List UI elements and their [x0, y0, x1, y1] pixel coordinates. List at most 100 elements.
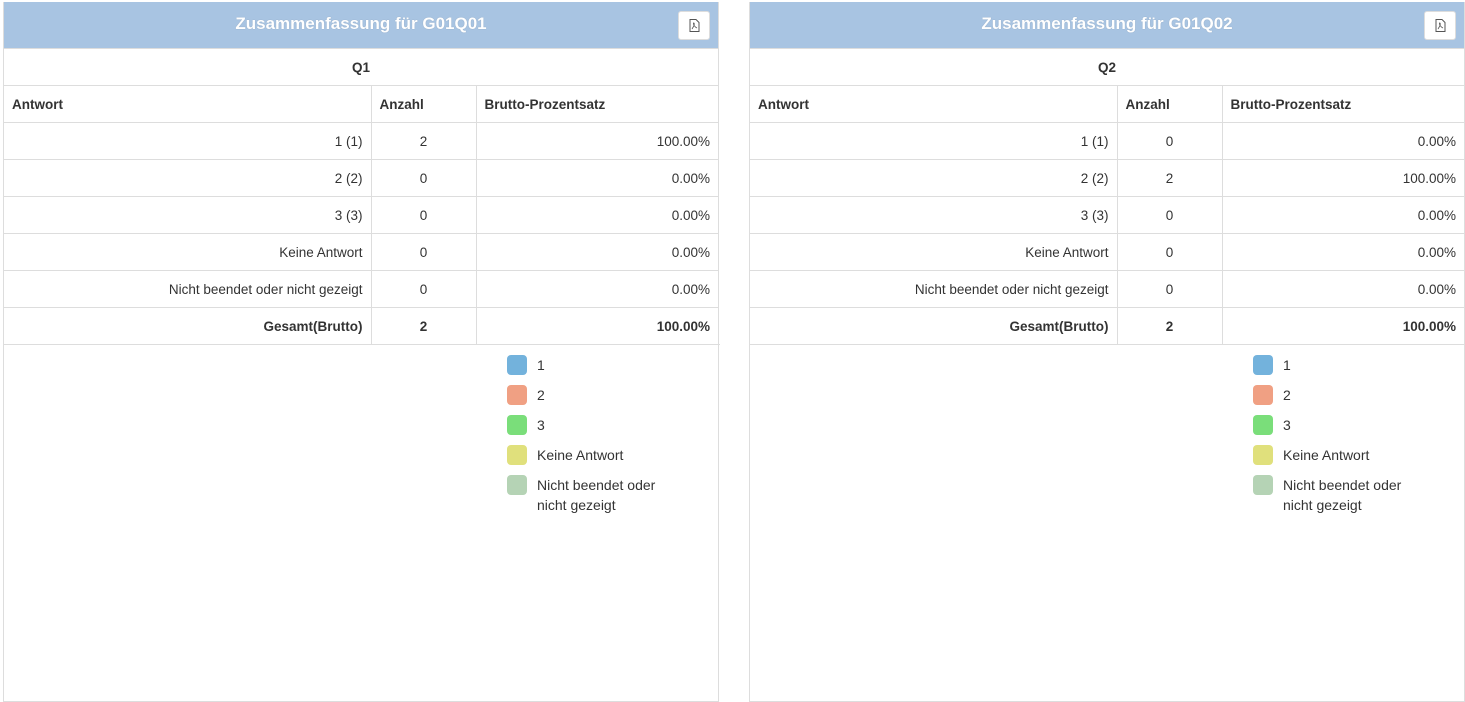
answer-percent: 0.00% — [475, 233, 718, 271]
col-count: Anzahl — [1116, 85, 1222, 123]
legend-item[interactable]: 2 — [507, 385, 667, 405]
col-percent: Brutto-Prozentsatz — [1221, 85, 1464, 123]
answer-count: 0 — [370, 159, 476, 197]
legend-item[interactable]: 1 — [1253, 355, 1413, 375]
chart-legend: 1 2 3 Keine Antwort Nicht beendet oder nicht… — [1253, 355, 1413, 525]
answer-percent: 0.00% — [1221, 270, 1464, 308]
col-answer: Antwort — [4, 85, 371, 123]
answer-label: 1 (1) — [750, 122, 1117, 160]
table-row: Nicht beendet oder nicht gezeigt 0 0.00% — [750, 270, 1464, 308]
answer-label: Nicht beendet oder nicht gezeigt — [4, 270, 371, 308]
legend-label: 1 — [1283, 357, 1291, 373]
panel-title: Zusammenfassung für G01Q02 — [981, 14, 1233, 33]
legend-swatch — [1253, 445, 1273, 465]
total-label: Gesamt(Brutto) — [4, 307, 371, 345]
answer-percent: 0.00% — [475, 270, 718, 308]
legend-label: Nicht beendet oder nicht gezeigt — [1283, 477, 1402, 513]
answer-percent: 100.00% — [475, 122, 718, 160]
answer-label: 2 (2) — [4, 159, 371, 197]
export-pdf-button[interactable]: 00.20.40.60.81.01.21.41.61.82.0123Keine … — [1424, 11, 1456, 40]
answer-label: 3 (3) — [750, 196, 1117, 234]
legend-swatch — [1253, 355, 1273, 375]
summary-panel: Zusammenfassung für G01Q01 00.20.40.60.8… — [3, 2, 720, 702]
legend-item[interactable]: 3 — [507, 415, 667, 435]
question-code: Q1 — [4, 48, 718, 86]
legend-item[interactable]: 2 — [1253, 385, 1413, 405]
legend-swatch — [1253, 415, 1273, 435]
legend-swatch — [507, 355, 527, 375]
answer-count: 0 — [370, 196, 476, 234]
bar-chart: 1 2 3 Keine Antwort Nicht beendet oder nicht… — [4, 344, 720, 684]
legend-swatch — [507, 445, 527, 465]
legend-swatch — [1253, 475, 1273, 495]
answer-count: 0 — [1116, 122, 1222, 160]
summary-panel: Zusammenfassung für G01Q02 00.20.40.60.8… — [749, 2, 1465, 702]
table-row: 3 (3) 0 0.00% — [750, 196, 1464, 234]
answer-percent: 0.00% — [475, 159, 718, 197]
table-row: Keine Antwort 0 0.00% — [750, 233, 1464, 271]
answer-label: Keine Antwort — [750, 233, 1117, 271]
col-answer: Antwort — [750, 85, 1117, 123]
answer-count: 0 — [1116, 196, 1222, 234]
summary-table: Q2 Antwort Anzahl Brutto-Prozentsatz 1 (1) 0… — [750, 48, 1464, 345]
answer-label: 3 (3) — [4, 196, 371, 234]
pdf-file-icon: 00.20.40.60.81.01.21.41.61.82.0123Keine … — [689, 19, 699, 32]
answer-count: 0 — [370, 233, 476, 271]
answer-percent: 0.00% — [475, 196, 718, 234]
answer-label: 1 (1) — [4, 122, 371, 160]
legend-item[interactable]: Keine Antwort — [507, 445, 667, 465]
total-row: Gesamt(Brutto) 2 100.00% — [4, 307, 718, 345]
chart-svg — [750, 345, 1250, 685]
answer-percent: 0.00% — [1221, 196, 1464, 234]
answer-percent: 0.00% — [1221, 122, 1464, 160]
answer-count: 0 — [370, 270, 476, 308]
pdf-file-icon: 00.20.40.60.81.01.21.41.61.82.0123Keine … — [1435, 19, 1445, 32]
col-count: Anzahl — [370, 85, 476, 123]
total-count: 2 — [1116, 307, 1222, 345]
chart-legend: 1 2 3 Keine Antwort Nicht beendet oder nicht… — [507, 355, 667, 525]
legend-label: Nicht beendet oder nicht gezeigt — [537, 477, 656, 513]
legend-swatch — [507, 475, 527, 495]
total-label: Gesamt(Brutto) — [750, 307, 1117, 345]
legend-swatch — [1253, 385, 1273, 405]
table-row: 1 (1) 2 100.00% — [4, 122, 718, 160]
legend-label: 2 — [1283, 387, 1291, 403]
legend-swatch — [507, 385, 527, 405]
table-row: Nicht beendet oder nicht gezeigt 0 0.00% — [4, 270, 718, 308]
answer-count: 2 — [1116, 159, 1222, 197]
answer-percent: 100.00% — [1221, 159, 1464, 197]
total-row: Gesamt(Brutto) 2 100.00% — [750, 307, 1464, 345]
question-code: Q2 — [750, 48, 1464, 86]
answer-label: Nicht beendet oder nicht gezeigt — [750, 270, 1117, 308]
legend-label: 2 — [537, 387, 545, 403]
bar-chart: 1 2 3 Keine Antwort Nicht beendet oder nicht… — [750, 344, 1465, 684]
answer-count: 2 — [370, 122, 476, 160]
answer-label: Keine Antwort — [4, 233, 371, 271]
legend-label: 3 — [1283, 417, 1291, 433]
table-row: 2 (2) 0 0.00% — [4, 159, 718, 197]
panel-header: Zusammenfassung für G01Q01 00.20.40.60.8… — [4, 2, 718, 48]
legend-item[interactable]: Nicht beendet oder nicht gezeigt — [1253, 475, 1413, 515]
legend-label: Keine Antwort — [1283, 447, 1370, 463]
legend-item[interactable]: 3 — [1253, 415, 1413, 435]
table-row: 1 (1) 0 0.00% — [750, 122, 1464, 160]
col-percent: Brutto-Prozentsatz — [475, 85, 718, 123]
answer-count: 0 — [1116, 270, 1222, 308]
table-row: 3 (3) 0 0.00% — [4, 196, 718, 234]
legend-label: Keine Antwort — [537, 447, 624, 463]
legend-item[interactable]: 1 — [507, 355, 667, 375]
legend-item[interactable]: Keine Antwort — [1253, 445, 1413, 465]
legend-item[interactable]: Nicht beendet oder nicht gezeigt — [507, 475, 667, 515]
total-percent: 100.00% — [1221, 307, 1464, 345]
chart-svg — [4, 345, 504, 685]
export-pdf-button[interactable]: 00.20.40.60.81.01.21.41.61.82.0123Keine … — [678, 11, 710, 40]
legend-swatch — [507, 415, 527, 435]
total-percent: 100.00% — [475, 307, 718, 345]
answer-count: 0 — [1116, 233, 1222, 271]
panel-header: Zusammenfassung für G01Q02 00.20.40.60.8… — [750, 2, 1464, 48]
panel-title: Zusammenfassung für G01Q01 — [235, 14, 487, 33]
answer-percent: 0.00% — [1221, 233, 1464, 271]
legend-label: 1 — [537, 357, 545, 373]
legend-label: 3 — [537, 417, 545, 433]
answer-label: 2 (2) — [750, 159, 1117, 197]
